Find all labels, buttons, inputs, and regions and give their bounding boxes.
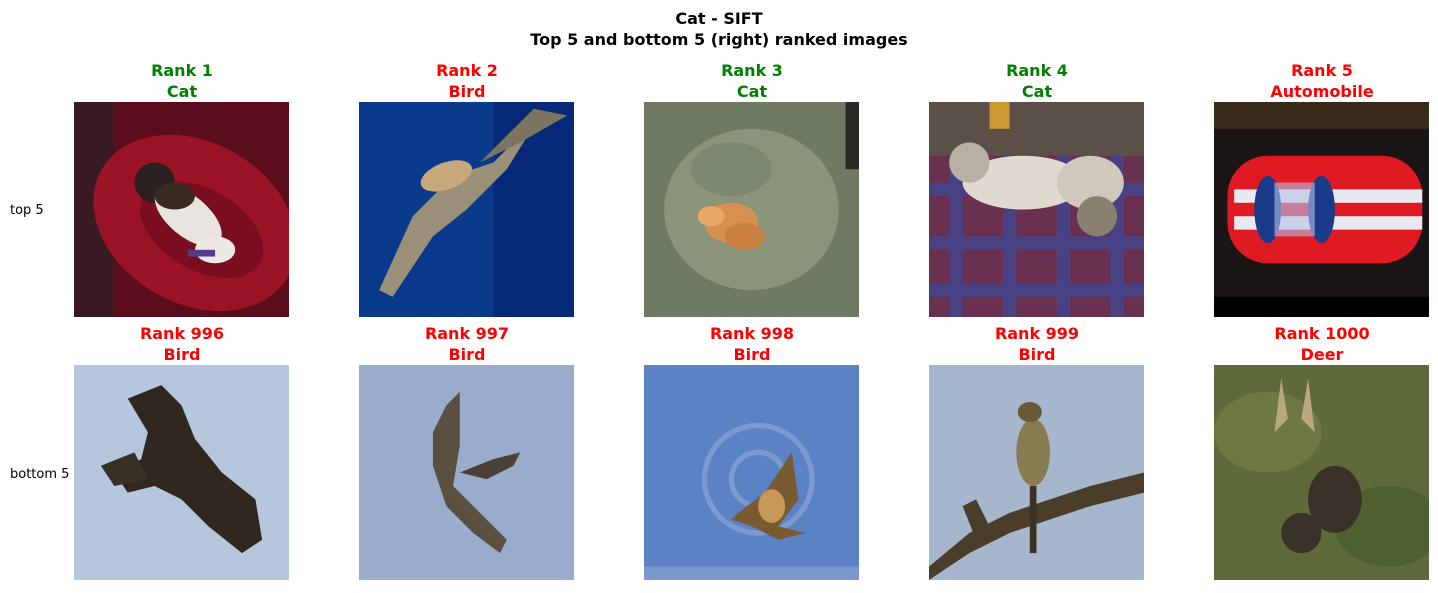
rank-label: Rank 5	[1291, 61, 1353, 80]
image-cell-rank-2: Rank 2 Bird	[359, 60, 575, 317]
image-cell-rank-4: Rank 4 Cat	[929, 60, 1145, 317]
class-label: Cat	[166, 82, 198, 101]
thumbnail-bird-on-branch	[929, 365, 1144, 580]
thumbnail-kitten-on-grey	[644, 102, 859, 317]
class-label: Bird	[163, 345, 201, 364]
class-label: Cat	[736, 82, 768, 101]
image-caption: Rank 4 Cat	[929, 60, 1145, 102]
thumbnail-dark-bird-flying	[74, 365, 289, 580]
thumbnail-bird-on-dark-blue	[359, 102, 574, 317]
rank-label: Rank 2	[436, 61, 498, 80]
rank-label: Rank 4	[1006, 61, 1068, 80]
rank-label: Rank 1	[151, 61, 213, 80]
image-caption: Rank 999 Bird	[929, 323, 1145, 365]
image-cell-rank-998: Rank 998 Bird	[644, 323, 860, 580]
image-caption: Rank 997 Bird	[359, 323, 575, 365]
class-label: Bird	[448, 345, 486, 364]
thumbnail-cat-on-plaid	[929, 102, 1144, 317]
class-label: Bird	[733, 345, 771, 364]
image-cell-rank-1: Rank 1 Cat	[74, 60, 290, 317]
thumbnail-cat-on-red-blanket	[74, 102, 289, 317]
thumbnail-red-car-top-view	[1214, 102, 1429, 317]
class-label: Bird	[1018, 345, 1056, 364]
class-label: Deer	[1300, 345, 1344, 364]
image-caption: Rank 1 Cat	[74, 60, 290, 102]
rank-label: Rank 3	[721, 61, 783, 80]
image-caption: Rank 998 Bird	[644, 323, 860, 365]
row-label-bottom: bottom 5	[10, 467, 70, 482]
image-caption: Rank 5 Automobile	[1214, 60, 1430, 102]
class-label: Bird	[448, 82, 486, 101]
thumbnail-deer-in-grass	[1214, 365, 1429, 580]
row-label-top: top 5	[10, 203, 44, 218]
image-caption: Rank 1000 Deer	[1214, 323, 1430, 365]
rank-label: Rank 998	[709, 324, 795, 343]
rank-label: Rank 999	[994, 324, 1080, 343]
image-cell-rank-1000: Rank 1000 Deer	[1214, 323, 1430, 580]
figure-title: Cat - SIFT Top 5 and bottom 5 (right) ra…	[0, 8, 1438, 50]
image-caption: Rank 3 Cat	[644, 60, 860, 102]
class-label: Automobile	[1270, 82, 1374, 101]
rank-label: Rank 997	[424, 324, 510, 343]
class-label: Cat	[1021, 82, 1053, 101]
rank-label: Rank 1000	[1274, 324, 1370, 343]
image-cell-rank-5: Rank 5 Automobile	[1214, 60, 1430, 317]
rank-label: Rank 996	[139, 324, 225, 343]
figure-title-line2: Top 5 and bottom 5 (right) ranked images	[530, 30, 908, 49]
image-cell-rank-999: Rank 999 Bird	[929, 323, 1145, 580]
image-caption: Rank 996 Bird	[74, 323, 290, 365]
thumbnail-bird-gliding	[359, 365, 574, 580]
image-cell-rank-3: Rank 3 Cat	[644, 60, 860, 317]
figure-title-line1: Cat - SIFT	[675, 9, 763, 28]
image-cell-rank-997: Rank 997 Bird	[359, 323, 575, 580]
image-cell-rank-996: Rank 996 Bird	[74, 323, 290, 580]
image-caption: Rank 2 Bird	[359, 60, 575, 102]
thumbnail-bird-on-blue-sky	[644, 365, 859, 580]
